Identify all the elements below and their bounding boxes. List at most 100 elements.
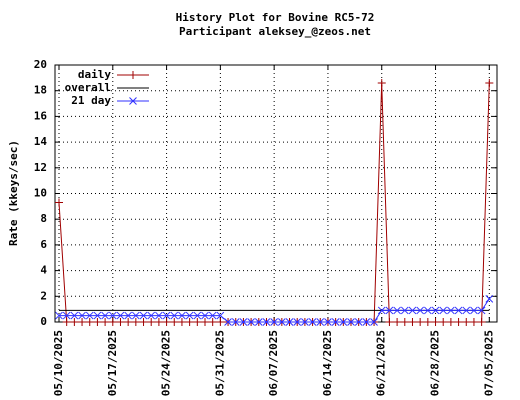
data-point — [131, 311, 140, 320]
data-point — [462, 318, 471, 326]
data-point — [208, 318, 217, 326]
data-point — [423, 306, 432, 315]
y-tick-label: 20 — [34, 58, 47, 71]
data-point — [393, 318, 402, 326]
data-point — [70, 318, 79, 326]
data-point — [124, 318, 133, 326]
data-point — [139, 318, 148, 326]
data-point — [324, 318, 332, 326]
data-point — [108, 318, 117, 326]
legend-label: daily — [78, 68, 111, 81]
data-point — [55, 311, 63, 320]
y-tick-label: 10 — [34, 187, 47, 200]
y-tick-label: 6 — [40, 238, 47, 251]
data-point — [124, 311, 133, 320]
data-point — [216, 318, 225, 326]
data-point — [439, 306, 448, 315]
data-point — [239, 318, 248, 326]
data-point — [439, 318, 448, 326]
data-point — [193, 311, 202, 320]
y-tick-label: 2 — [40, 289, 47, 302]
data-point — [147, 318, 156, 326]
legend-label: overall — [65, 81, 111, 94]
data-point — [70, 311, 79, 320]
data-point — [116, 311, 125, 320]
data-point — [470, 306, 478, 315]
data-point — [162, 311, 171, 320]
data-point — [469, 318, 478, 326]
data-point — [185, 318, 194, 326]
data-point — [62, 311, 71, 320]
legend-marker — [129, 71, 137, 79]
data-point — [247, 318, 255, 326]
data-point — [485, 78, 494, 87]
x-tick-label: 06/07/2025 — [267, 330, 280, 396]
data-point — [116, 318, 125, 326]
legend-label: 21 day — [71, 94, 111, 107]
data-point — [462, 306, 471, 315]
data-point — [185, 311, 194, 320]
data-point — [377, 78, 386, 87]
x-tick-label: 05/24/2025 — [160, 330, 173, 396]
data-point — [101, 318, 110, 326]
data-point — [447, 306, 455, 315]
data-point — [400, 318, 409, 326]
data-point — [347, 318, 355, 326]
data-point — [254, 318, 263, 326]
data-point — [416, 306, 425, 315]
legend-marker — [129, 97, 137, 105]
data-point — [155, 311, 163, 320]
x-tick-label: 05/17/2025 — [106, 330, 119, 396]
data-point — [262, 318, 271, 326]
data-point — [454, 306, 463, 315]
x-tick-label: 06/14/2025 — [321, 330, 334, 396]
data-point — [270, 318, 279, 326]
y-tick-label: 16 — [34, 109, 48, 122]
data-point — [93, 311, 102, 320]
data-point — [446, 318, 455, 326]
data-point — [177, 318, 186, 326]
data-point — [154, 318, 163, 326]
data-point — [408, 306, 417, 315]
data-point — [78, 311, 86, 320]
y-tick-label: 14 — [34, 135, 48, 148]
data-point — [385, 318, 394, 326]
y-tick-label: 8 — [40, 212, 47, 225]
data-point — [293, 318, 302, 326]
data-point — [339, 318, 348, 326]
data-point — [308, 318, 317, 326]
data-point — [370, 318, 378, 326]
data-point — [178, 311, 186, 320]
data-point — [208, 311, 217, 320]
data-point — [400, 306, 409, 315]
data-point — [354, 318, 363, 326]
data-point — [385, 306, 394, 315]
data-point — [93, 318, 102, 326]
data-point — [477, 318, 486, 326]
data-point — [170, 311, 179, 320]
data-point — [393, 306, 401, 315]
data-point — [131, 318, 140, 326]
data-point — [423, 318, 432, 326]
data-point — [408, 318, 417, 326]
data-point — [362, 318, 371, 326]
data-point — [147, 311, 156, 320]
data-point — [170, 318, 179, 326]
y-axis-label: Rate (kkeys/sec) — [7, 140, 20, 246]
data-point — [85, 311, 94, 320]
data-point — [108, 311, 117, 320]
data-point — [316, 318, 325, 326]
y-tick-label: 12 — [34, 161, 47, 174]
x-tick-label: 06/21/2025 — [375, 330, 388, 396]
data-point — [301, 318, 309, 326]
data-point — [431, 318, 440, 326]
data-point — [193, 318, 202, 326]
data-point — [277, 318, 286, 326]
data-point — [477, 306, 486, 315]
data-point — [416, 318, 425, 326]
data-point — [224, 318, 232, 326]
y-tick-label: 0 — [40, 315, 47, 328]
data-point — [139, 311, 148, 320]
x-tick-label: 05/31/2025 — [213, 330, 226, 396]
